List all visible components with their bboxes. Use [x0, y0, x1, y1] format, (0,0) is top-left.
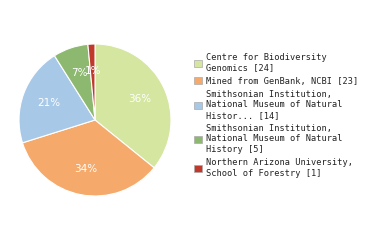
Text: 1%: 1% — [84, 66, 101, 76]
Text: 21%: 21% — [37, 98, 60, 108]
Text: 36%: 36% — [128, 94, 151, 104]
Wedge shape — [88, 44, 95, 120]
Text: 7%: 7% — [71, 68, 87, 78]
Text: 34%: 34% — [74, 163, 97, 174]
Wedge shape — [95, 44, 171, 168]
Legend: Centre for Biodiversity
Genomics [24], Mined from GenBank, NCBI [23], Smithsonia: Centre for Biodiversity Genomics [24], M… — [194, 53, 359, 178]
Wedge shape — [22, 120, 154, 196]
Wedge shape — [19, 56, 95, 143]
Wedge shape — [54, 44, 95, 120]
